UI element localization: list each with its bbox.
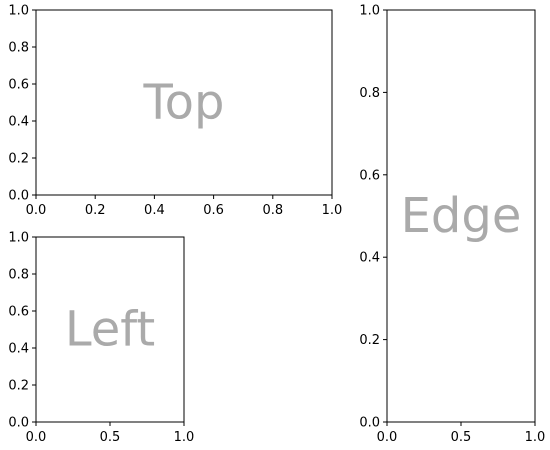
y-tick-label: 0.2 xyxy=(8,152,29,167)
y-tick-label: 0.8 xyxy=(8,41,29,56)
center-label-left: Left xyxy=(65,302,155,358)
x-tick-label: 0.0 xyxy=(26,203,47,218)
y-tick-label: 0.0 xyxy=(8,189,29,204)
x-tick-label: 0.6 xyxy=(203,203,224,218)
y-tick-label: 0.6 xyxy=(359,168,380,183)
x-tick-label: 1.0 xyxy=(174,430,195,445)
x-tick-label: 1.0 xyxy=(322,203,343,218)
y-tick-label: 0.0 xyxy=(359,416,380,431)
axes-left: 0.0 0.5 1.0 0.0 0.2 0.4 0.6 0.8 1.0 Left xyxy=(8,231,194,446)
x-tick-label: 0.2 xyxy=(85,203,106,218)
y-tick-label: 1.0 xyxy=(8,4,29,19)
y-tick-label: 0.4 xyxy=(359,251,380,266)
x-tick-label: 0.4 xyxy=(144,203,165,218)
y-tick-label: 0.2 xyxy=(8,379,29,394)
y-tick-label: 0.4 xyxy=(8,342,29,357)
y-tick-label: 0.8 xyxy=(359,86,380,101)
x-tick-label: 0.8 xyxy=(262,203,283,218)
y-tick-label: 0.4 xyxy=(8,115,29,130)
y-tick-label: 0.0 xyxy=(8,416,29,431)
x-tick-label: 0.5 xyxy=(451,430,472,445)
x-tick-label: 0.0 xyxy=(377,430,398,445)
x-tick-label: 0.5 xyxy=(100,430,121,445)
axes-top: 0.0 0.2 0.4 0.6 0.8 1.0 0.0 0.2 0.4 0.6 0.8 1.0 Top xyxy=(8,4,342,219)
x-tick-label: 1.0 xyxy=(525,430,546,445)
center-label-edge: Edge xyxy=(401,188,522,244)
axes-edge: 0.0 0.5 1.0 0.0 0.2 0.4 0.6 0.8 1.0 Edge xyxy=(359,4,545,446)
y-tick-label: 1.0 xyxy=(359,4,380,19)
y-tick-label: 0.6 xyxy=(8,78,29,93)
y-tick-label: 0.8 xyxy=(8,268,29,283)
y-tick-label: 1.0 xyxy=(8,231,29,246)
y-tick-label: 0.2 xyxy=(359,333,380,348)
x-tick-label: 0.0 xyxy=(26,430,47,445)
center-label-top: Top xyxy=(143,75,225,131)
y-tick-label: 0.6 xyxy=(8,305,29,320)
